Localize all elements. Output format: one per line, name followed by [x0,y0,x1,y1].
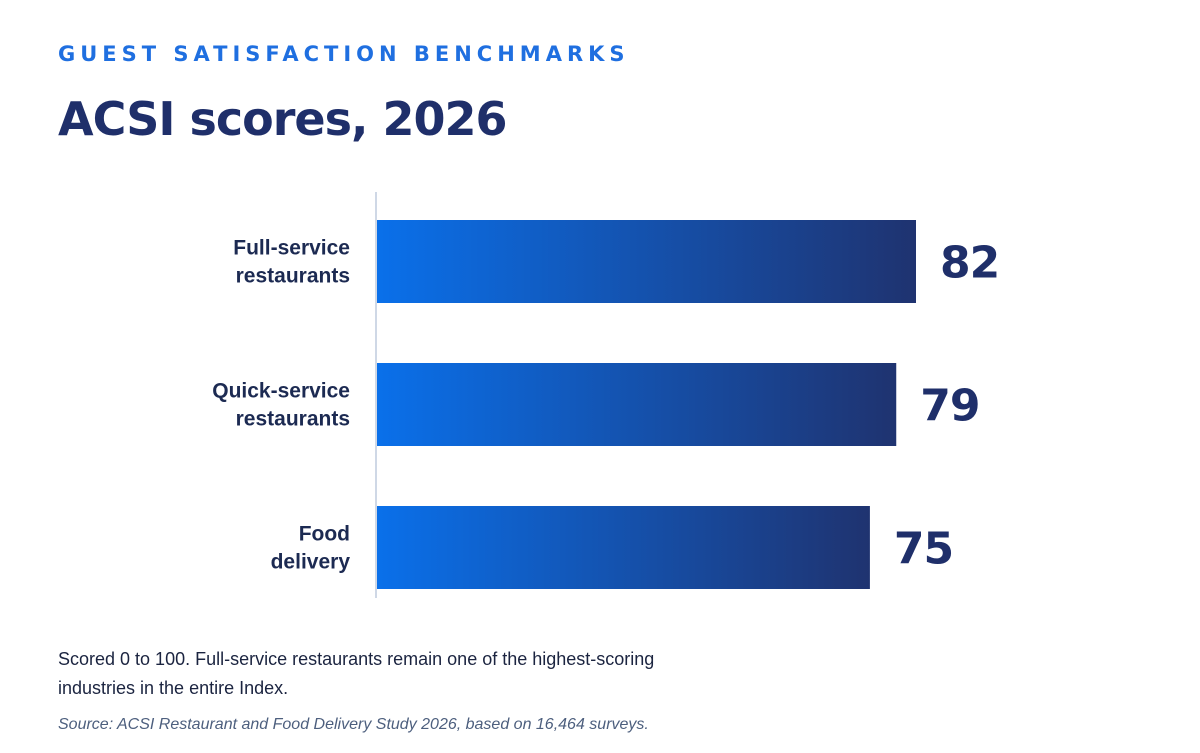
chart-title: ACSI scores, 2026 [58,92,508,146]
bar-2 [377,506,870,589]
bar-value-label-1: 79 [920,381,979,432]
source-note: Source: ACSI Restaurant and Food Deliver… [58,716,649,733]
category-label-0: Full-service restaurants [233,237,350,288]
category-label-1: Quick-service restaurants [212,380,350,431]
footnote: Scored 0 to 100. Full-service restaurant… [58,649,655,698]
bar-value-label-2: 75 [894,524,953,575]
bar-1 [377,363,897,446]
bar-0 [377,220,916,303]
chart-kicker: GUEST SATISFACTION BENCHMARKS [58,42,630,66]
bar-value-label-0: 82 [940,238,999,289]
category-label-2: Food delivery [271,523,351,574]
